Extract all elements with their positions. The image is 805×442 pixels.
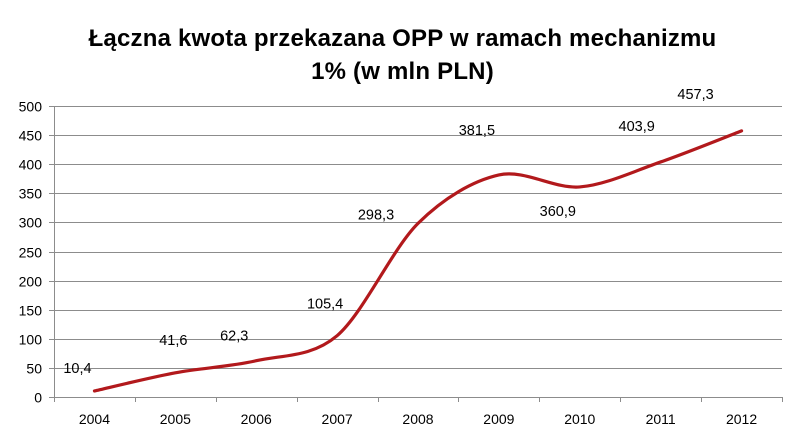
x-tick-label-2008: 2008 <box>402 411 433 427</box>
x-tick-label-2010: 2010 <box>564 411 595 427</box>
x-tick-label-2006: 2006 <box>241 411 272 427</box>
chart-title: Łączna kwota przekazana OPP w ramach mec… <box>0 22 805 88</box>
data-label-2012: 457,3 <box>677 87 713 103</box>
data-label-2008: 298,3 <box>358 207 394 223</box>
data-label-2007: 105,4 <box>307 297 343 313</box>
x-tick-label-2007: 2007 <box>322 411 353 427</box>
chart-title-line-1: Łączna kwota przekazana OPP w ramach mec… <box>88 25 717 52</box>
data-label-2010: 360,9 <box>540 204 576 220</box>
y-tick-label-0: 0 <box>34 390 42 406</box>
data-label-2005: 41,6 <box>159 333 187 349</box>
x-tick-label-2012: 2012 <box>726 411 757 427</box>
y-tick-label-150: 150 <box>19 303 43 319</box>
series-line <box>92 129 744 393</box>
y-tick-label-100: 100 <box>19 332 43 348</box>
x-tick-label-2011: 2011 <box>646 411 676 427</box>
y-tick-label-300: 300 <box>19 215 43 231</box>
x-tick-label-2009: 2009 <box>483 411 514 427</box>
y-tick-label-200: 200 <box>19 274 43 290</box>
y-tick-label-500: 500 <box>19 99 43 115</box>
data-label-2006: 62,3 <box>220 329 248 345</box>
y-tick-label-50: 50 <box>26 361 42 377</box>
data-label-2011: 403,9 <box>619 119 655 135</box>
chart-title-line-2: 1% (w mln PLN) <box>311 58 494 85</box>
x-tick-label-2005: 2005 <box>160 411 191 427</box>
y-tick-label-450: 450 <box>19 128 43 144</box>
data-label-2004: 10,4 <box>63 361 91 377</box>
y-tick-label-350: 350 <box>19 186 43 202</box>
y-tick-label-400: 400 <box>19 157 43 173</box>
x-tick-label-2004: 2004 <box>79 411 110 427</box>
data-label-2009: 381,5 <box>459 123 495 139</box>
y-tick-label-250: 250 <box>19 245 43 261</box>
